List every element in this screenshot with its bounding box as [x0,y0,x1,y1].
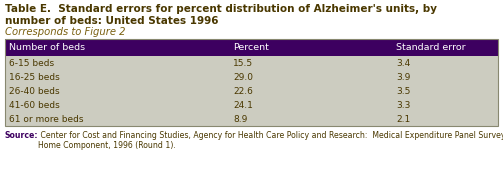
Text: 29.0: 29.0 [233,73,254,82]
Text: 2.1: 2.1 [396,115,410,123]
Bar [5,39,498,126]
Text: Number of beds: Number of beds [9,43,85,52]
Text: 3.9: 3.9 [396,73,410,82]
Text: 26-40 beds: 26-40 beds [9,87,60,95]
Text: number of beds: United States 1996: number of beds: United States 1996 [5,16,218,26]
Text: 6-15 beds: 6-15 beds [9,58,54,68]
Text: 3.4: 3.4 [396,58,410,68]
Text: Standard error: Standard error [396,43,466,52]
Text: 16-25 beds: 16-25 beds [9,73,60,82]
Text: 22.6: 22.6 [233,87,253,95]
Bar [5,84,498,98]
Text: Center for Cost and Financing Studies, Agency for Health Care Policy and Researc: Center for Cost and Financing Studies, A… [38,131,503,150]
Text: Percent: Percent [233,43,269,52]
Bar [5,39,498,56]
Text: 15.5: 15.5 [233,58,254,68]
Bar [5,98,498,112]
Bar [5,56,498,70]
Text: 3.3: 3.3 [396,101,410,109]
Text: 24.1: 24.1 [233,101,253,109]
Text: Source:: Source: [5,131,39,140]
Text: 8.9: 8.9 [233,115,247,123]
Text: Corresponds to Figure 2: Corresponds to Figure 2 [5,27,126,37]
Text: Table E.  Standard errors for percent distribution of Alzheimer's units, by: Table E. Standard errors for percent dis… [5,4,437,14]
Text: 3.5: 3.5 [396,87,410,95]
Bar [5,70,498,84]
Text: 41-60 beds: 41-60 beds [9,101,60,109]
Bar [5,112,498,126]
Text: 61 or more beds: 61 or more beds [9,115,83,123]
